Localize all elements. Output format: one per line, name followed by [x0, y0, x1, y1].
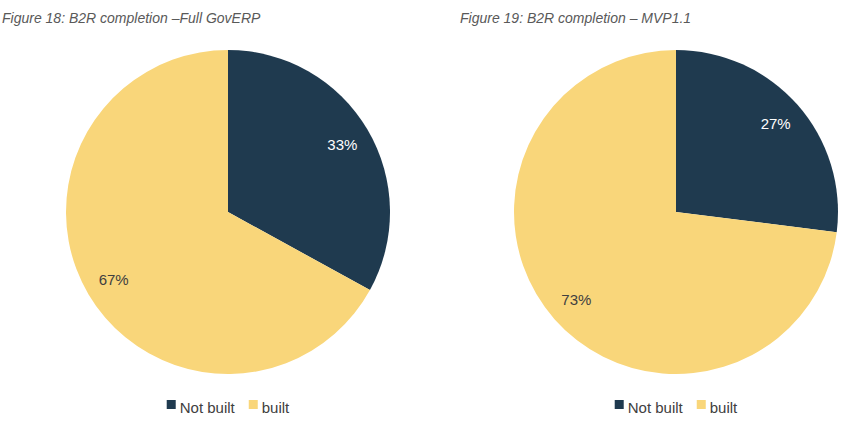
legend-swatch [615, 400, 624, 409]
legend-item: built [249, 399, 290, 416]
legend-label: built [710, 399, 738, 416]
legend-swatch [167, 400, 176, 409]
data-label: 67% [99, 271, 129, 288]
chart-title: Figure 19: B2R completion – MVP1.1 [460, 10, 691, 26]
legend-label: Not built [180, 399, 236, 416]
legend: Not built built [167, 399, 290, 416]
chart-title: Figure 18: B2R completion –Full GovERP [2, 10, 261, 26]
data-label: 33% [327, 136, 357, 153]
chart-canvas: Figure 18: B2R completion –Full GovERP 33… [0, 0, 846, 421]
pie-chart: Figure 18: B2R completion –Full GovERP 33… [2, 10, 390, 416]
legend-swatch [697, 400, 706, 409]
data-label: 73% [561, 291, 591, 308]
pie-chart: Figure 19: B2R completion – MVP1.1 27% 73%… [460, 10, 838, 416]
slices [514, 50, 838, 374]
legend-item: Not built [167, 399, 236, 416]
pie-slice [66, 50, 370, 374]
legend: Not built built [615, 399, 738, 416]
legend-label: built [262, 399, 290, 416]
legend-item: Not built [615, 399, 684, 416]
pie-slice [676, 50, 838, 232]
slices [66, 50, 390, 374]
legend-item: built [697, 399, 738, 416]
data-label: 27% [761, 115, 791, 132]
legend-label: Not built [628, 399, 684, 416]
data-labels: 33% 67% [99, 136, 358, 288]
legend-swatch [249, 400, 258, 409]
pie-slice [514, 50, 837, 374]
data-labels: 27% 73% [561, 115, 790, 308]
